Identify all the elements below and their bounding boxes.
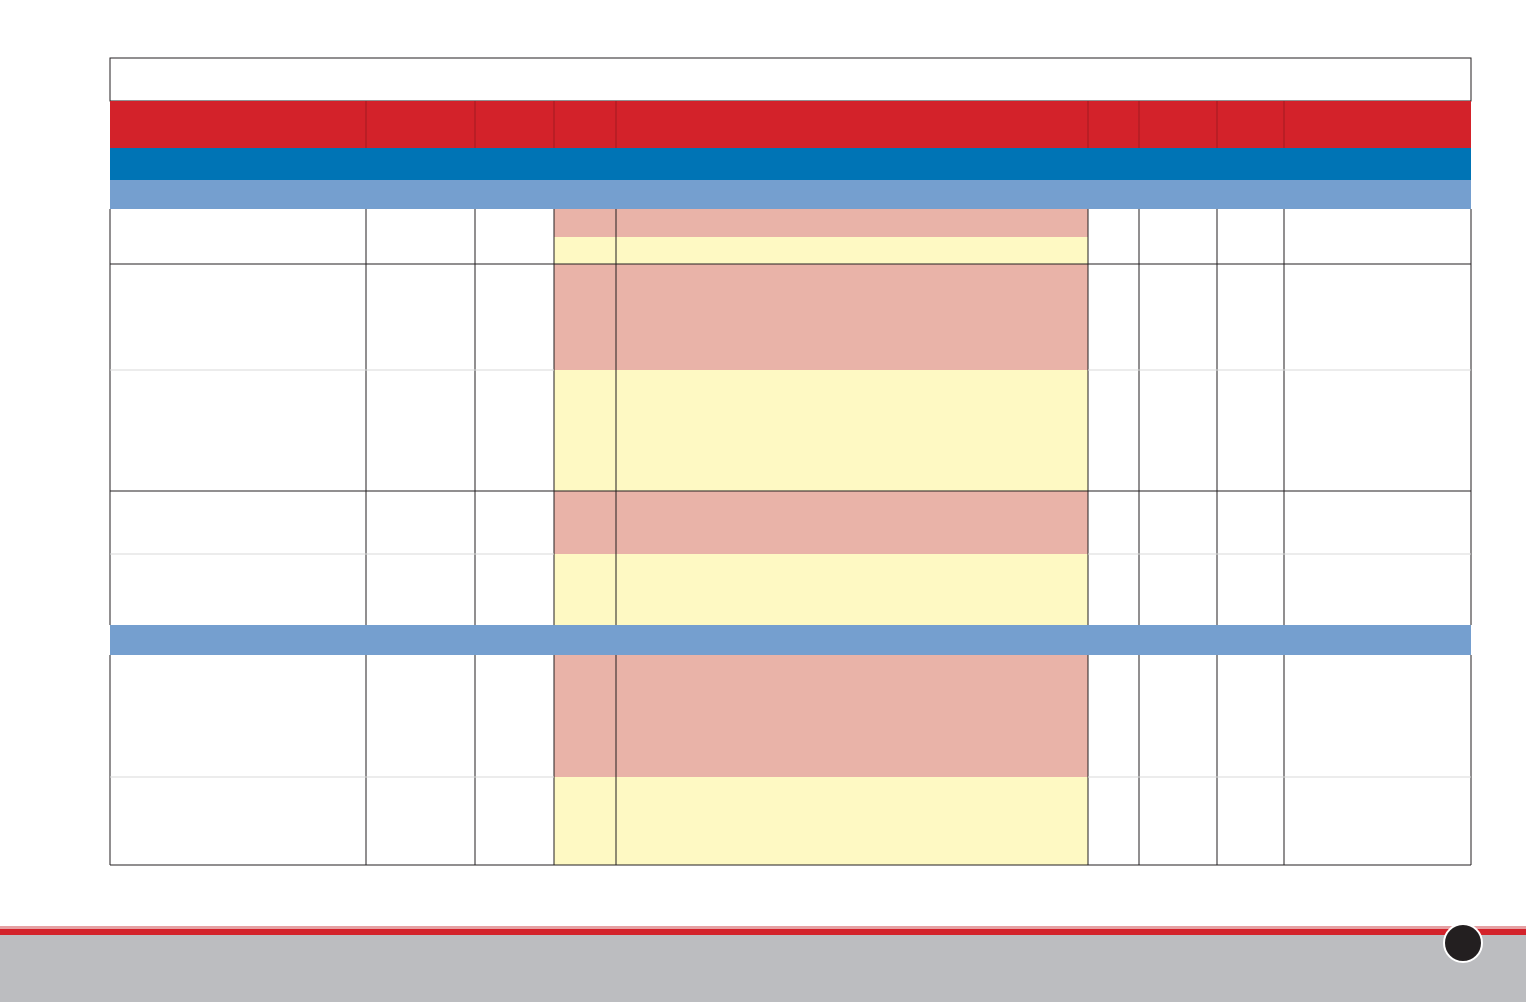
table-grid xyxy=(109,209,1472,866)
footer-rule xyxy=(0,929,1526,935)
title-row xyxy=(109,57,1472,102)
footer-rule-light xyxy=(0,926,1526,929)
section-bar xyxy=(110,148,1471,180)
header-row xyxy=(110,101,1471,148)
colored-cells xyxy=(554,209,1088,865)
subsection-bar xyxy=(110,625,1471,655)
subrow-lines xyxy=(110,369,1471,778)
subsection-bar xyxy=(110,180,1471,209)
footer-band xyxy=(0,935,1526,1002)
page-number-badge xyxy=(1443,923,1483,963)
header-dividers xyxy=(365,101,1285,148)
